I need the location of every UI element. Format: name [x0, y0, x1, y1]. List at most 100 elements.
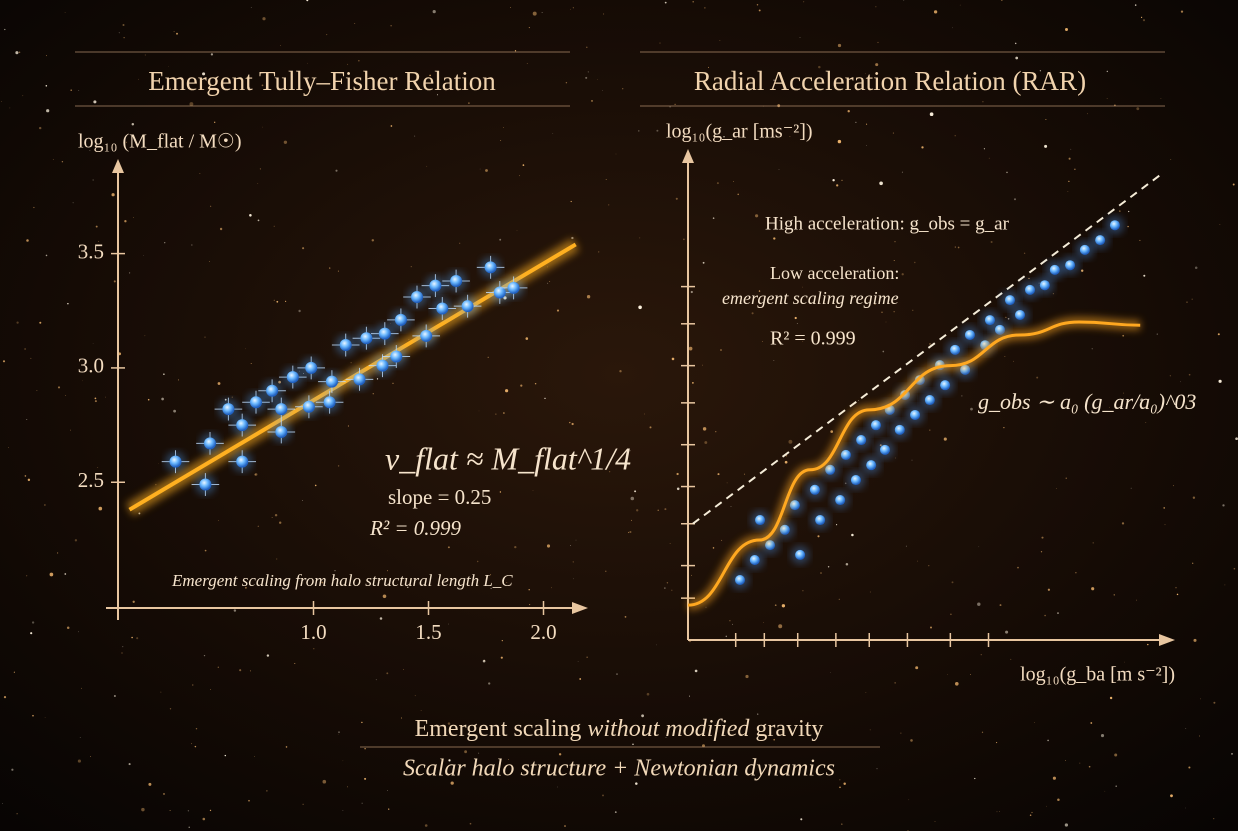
point	[170, 456, 182, 468]
star	[1053, 293, 1054, 294]
star	[53, 159, 54, 160]
star	[145, 335, 146, 336]
point	[940, 380, 950, 390]
star	[571, 201, 572, 202]
star	[944, 438, 947, 441]
star	[729, 620, 730, 621]
star	[644, 414, 645, 415]
star	[44, 504, 45, 505]
chart-title: Radial Acceleration Relation (RAR)	[694, 66, 1086, 96]
star	[148, 399, 150, 401]
star	[266, 790, 267, 791]
star	[505, 389, 508, 392]
star	[122, 646, 123, 647]
star	[1193, 497, 1195, 499]
point	[1025, 285, 1035, 295]
footer-part: without modified	[587, 716, 750, 742]
star	[894, 241, 895, 242]
star	[721, 540, 722, 541]
annotation: Emergent scaling from halo structural le…	[171, 571, 513, 590]
star	[830, 672, 831, 673]
point	[340, 339, 352, 351]
star	[851, 534, 854, 537]
star	[335, 170, 337, 172]
annotation: v_flat ≈ M_flat^1/4	[385, 440, 631, 476]
star	[136, 637, 138, 639]
star	[665, 2, 667, 4]
star	[14, 672, 15, 673]
star	[587, 295, 590, 298]
star	[1187, 302, 1188, 303]
star	[307, 63, 308, 64]
star	[1024, 253, 1025, 254]
star	[838, 140, 841, 143]
star	[161, 398, 164, 401]
star	[1127, 226, 1128, 227]
star	[82, 380, 83, 381]
star	[1165, 524, 1166, 525]
star	[218, 382, 221, 385]
annotation: Low acceleration:	[770, 263, 899, 283]
point	[856, 435, 866, 445]
star	[840, 780, 841, 781]
star	[782, 604, 785, 607]
star	[392, 383, 393, 384]
point	[204, 437, 216, 449]
point	[1095, 235, 1105, 245]
star	[2, 803, 3, 804]
point	[222, 403, 234, 415]
star	[1143, 19, 1145, 21]
star	[615, 811, 617, 813]
point	[275, 426, 287, 438]
star	[391, 125, 393, 127]
point	[462, 300, 474, 312]
star	[433, 10, 436, 13]
star	[982, 101, 983, 102]
star	[214, 122, 215, 123]
star	[570, 545, 571, 546]
star	[326, 34, 327, 35]
background	[0, 0, 1238, 831]
star	[132, 123, 134, 125]
star	[64, 573, 66, 575]
star	[1090, 722, 1092, 724]
star	[499, 239, 501, 241]
star	[1218, 333, 1220, 335]
star	[387, 790, 388, 791]
star	[255, 473, 258, 476]
star	[635, 782, 638, 785]
star	[1013, 361, 1014, 362]
star	[278, 381, 281, 384]
star	[745, 675, 748, 678]
star	[114, 695, 116, 697]
point	[925, 395, 935, 405]
x-tick-label: 1.5	[415, 620, 441, 644]
star	[631, 497, 635, 501]
point	[287, 371, 299, 383]
star	[676, 473, 678, 475]
star	[1, 101, 2, 102]
footer-line: Scalar halo structure + Newtonian dynami…	[403, 756, 835, 782]
star	[250, 670, 251, 671]
star	[58, 386, 60, 388]
star	[3, 360, 5, 362]
star	[258, 526, 259, 527]
star	[836, 184, 838, 186]
star	[894, 311, 895, 312]
star	[1107, 71, 1108, 72]
star	[209, 261, 210, 262]
star	[915, 666, 918, 669]
star	[1041, 551, 1042, 552]
star	[1213, 818, 1214, 819]
star	[996, 742, 997, 743]
star	[1185, 728, 1186, 729]
star	[566, 82, 567, 83]
star	[26, 239, 29, 242]
point	[735, 575, 745, 585]
star	[1041, 537, 1043, 539]
star	[451, 781, 454, 784]
star	[286, 746, 288, 748]
star	[1065, 760, 1066, 761]
star	[544, 398, 545, 399]
star	[98, 507, 102, 511]
